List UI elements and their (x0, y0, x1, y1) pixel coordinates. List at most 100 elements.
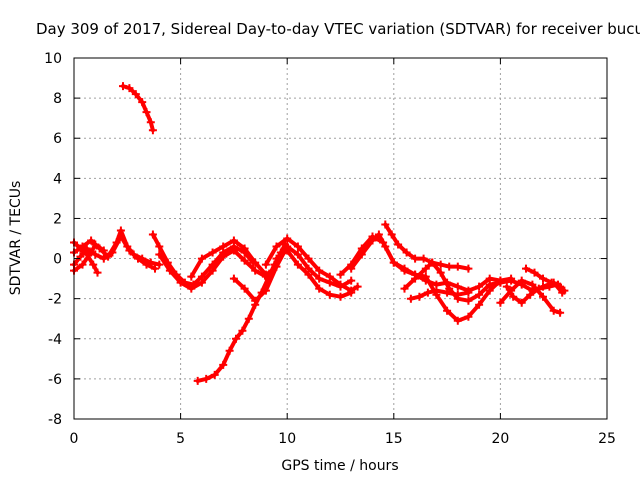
data-point-marker (530, 268, 539, 277)
data-point-marker (261, 260, 270, 269)
data-point-marker (374, 230, 383, 239)
data-point-marker (387, 230, 396, 239)
data-point-marker (283, 234, 292, 243)
data-point-marker (336, 292, 345, 301)
y-tick-label: 8 (53, 91, 62, 107)
plot-frame (73, 57, 608, 420)
data-point-marker (272, 262, 281, 271)
data-point-marker (187, 272, 196, 281)
data-point-marker (138, 98, 147, 107)
data-point-marker (116, 232, 125, 241)
x-tick-label: 5 (176, 431, 185, 447)
data-point-marker (208, 266, 217, 275)
data-point-marker (240, 256, 249, 265)
data-point-marker (251, 266, 260, 275)
data-point-marker (155, 242, 164, 251)
data-point-marker (464, 288, 473, 297)
data-point-marker (400, 264, 409, 273)
series-trace-arc-11 (263, 236, 360, 293)
data-point-marker (357, 250, 366, 259)
data-point-marker (208, 248, 217, 257)
data-point-marker (539, 292, 547, 301)
data-point-marker (93, 268, 102, 277)
data-point-marker (315, 274, 324, 283)
data-point-marker (475, 290, 484, 299)
data-point-marker (554, 280, 562, 289)
data-point-marker (283, 246, 292, 255)
data-point-marker (507, 276, 516, 285)
data-point-marker (151, 264, 159, 273)
x-tick-label: 10 (278, 431, 296, 447)
data-point-marker (148, 230, 157, 239)
data-point-marker (131, 90, 140, 99)
data-point-marker (528, 280, 537, 289)
data-marks (70, 82, 569, 385)
data-point-marker (134, 254, 142, 263)
axis-ticks (73, 57, 608, 420)
data-point-marker (549, 306, 558, 315)
chart-title: Day 309 of 2017, Sidereal Day-to-day VTE… (36, 20, 640, 38)
data-point-marker (125, 246, 134, 255)
x-tick-label: 20 (491, 431, 509, 447)
data-point-marker (517, 298, 526, 307)
data-point-marker (99, 254, 108, 263)
data-point-marker (539, 274, 547, 283)
data-point-marker (406, 294, 415, 303)
data-point-marker (293, 242, 302, 251)
data-point-marker (78, 260, 87, 269)
data-point-marker (509, 292, 518, 301)
data-point-marker (443, 306, 452, 315)
data-point-marker (411, 254, 420, 263)
axis-tick-labels: 0 5 10 15 20 25 -8 -6 -4 -2 0 2 4 6 8 10 (44, 51, 616, 447)
data-point-marker (411, 274, 420, 283)
data-point-marker (219, 252, 228, 261)
data-point-marker (87, 248, 96, 257)
data-point-marker (142, 260, 151, 269)
data-point-marker (453, 282, 462, 291)
data-point-marker (202, 374, 211, 383)
data-point-marker (304, 254, 313, 263)
y-tick-label: -2 (48, 292, 62, 308)
y-tick-label: -4 (48, 332, 62, 348)
data-point-marker (108, 248, 117, 257)
y-tick-label: 2 (53, 211, 62, 227)
data-point-marker (423, 288, 432, 297)
data-point-marker (315, 284, 324, 293)
data-point-marker (251, 258, 260, 267)
data-point-marker (155, 250, 164, 259)
data-point-marker (464, 264, 473, 273)
data-point-marker (445, 262, 454, 271)
data-point-marker (76, 252, 85, 261)
data-point-marker (534, 284, 543, 293)
data-point-marker (402, 248, 411, 257)
data-point-marker (526, 290, 535, 299)
data-point-marker (193, 376, 202, 385)
data-point-marker (251, 296, 260, 305)
data-point-marker (400, 284, 409, 293)
data-point-marker (347, 276, 356, 285)
data-point-marker (176, 278, 185, 287)
data-point-marker (232, 334, 240, 343)
data-point-marker (475, 282, 484, 291)
data-point-marker (485, 282, 494, 291)
data-point-marker (443, 288, 452, 297)
data-point-marker (325, 272, 334, 281)
data-point-marker (187, 284, 196, 293)
data-point-marker (419, 254, 428, 263)
data-point-marker (421, 264, 430, 273)
x-tick-label: 25 (598, 431, 616, 447)
data-point-marker (560, 286, 569, 295)
data-point-marker (87, 236, 96, 245)
data-point-marker (381, 242, 390, 251)
data-point-marker (522, 264, 530, 273)
data-point-marker (142, 108, 151, 117)
data-point-marker (293, 260, 302, 269)
data-point-marker (89, 260, 98, 269)
data-point-marker (261, 270, 270, 279)
data-point-marker (436, 268, 445, 277)
data-point-marker (517, 276, 526, 285)
y-tick-label: 4 (53, 171, 62, 187)
data-point-marker (496, 278, 505, 287)
